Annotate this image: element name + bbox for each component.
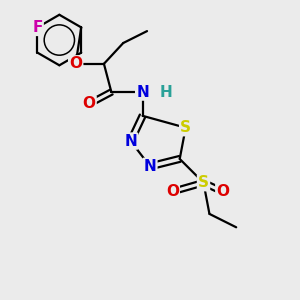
Text: S: S [198,175,209,190]
Text: O: O [69,56,82,71]
Text: S: S [180,120,191,135]
Text: O: O [82,96,96,111]
Text: O: O [166,184,179,199]
Text: F: F [32,20,43,35]
Text: N: N [144,159,156,174]
Text: N: N [124,134,137,148]
Text: H: H [160,85,173,100]
Text: O: O [216,184,229,199]
Text: N: N [136,85,149,100]
